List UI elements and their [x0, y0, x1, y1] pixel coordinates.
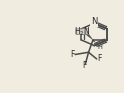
Text: H$_2$N: H$_2$N [74, 25, 91, 38]
Text: N: N [91, 17, 97, 26]
Polygon shape [83, 31, 93, 40]
Text: F: F [82, 61, 87, 70]
Text: F: F [70, 50, 75, 59]
Text: H: H [98, 45, 103, 50]
Text: F: F [97, 54, 101, 63]
FancyBboxPatch shape [76, 29, 89, 35]
